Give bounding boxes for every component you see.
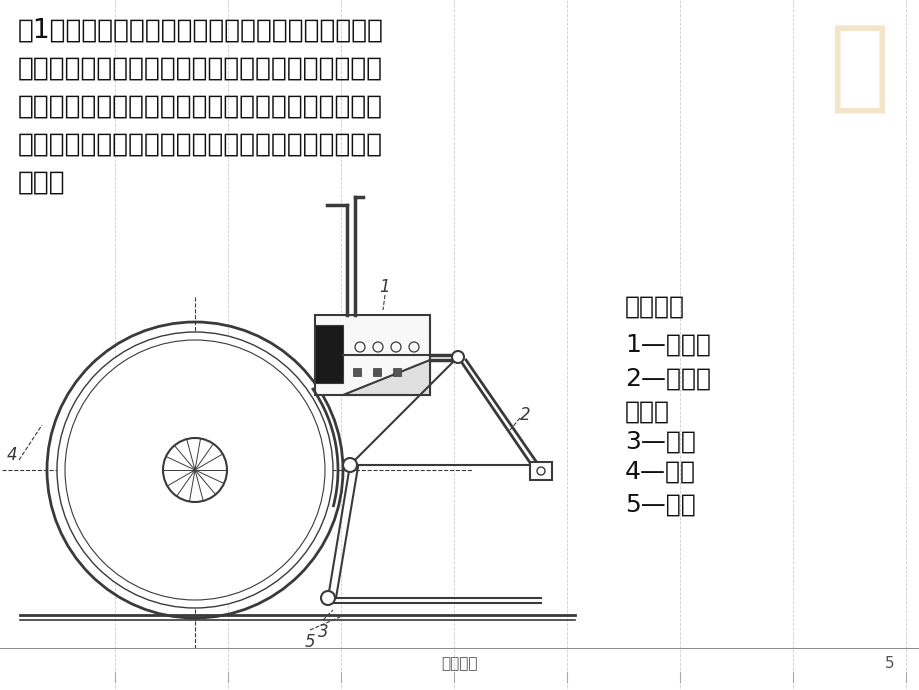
Text: 4: 4 [6, 446, 17, 464]
Circle shape [321, 591, 335, 605]
Circle shape [451, 351, 463, 363]
Text: 5—钉轨: 5—钉轨 [624, 493, 695, 517]
Text: 2—基础制: 2—基础制 [624, 367, 710, 391]
Bar [372, 368, 380, 376]
Bar [314, 325, 343, 383]
Text: 2: 2 [519, 406, 530, 424]
Text: 动装置: 动装置 [624, 400, 669, 424]
Text: 5: 5 [304, 633, 315, 651]
Circle shape [163, 438, 227, 502]
Bar [392, 368, 401, 376]
Text: 赛: 赛 [829, 20, 889, 117]
Circle shape [537, 467, 544, 475]
Text: 3—闸瓦: 3—闸瓦 [624, 430, 695, 454]
Text: 间发生摩擦，电动车辆的动能大部分通过车轮和闸瓦: 间发生摩擦，电动车辆的动能大部分通过车轮和闸瓦 [18, 94, 382, 120]
Polygon shape [343, 360, 429, 395]
Bar [353, 368, 360, 376]
Circle shape [343, 458, 357, 472]
Text: 之间的摩擦变成热能，散发到空气中，而达到减速的: 之间的摩擦变成热能，散发到空气中，而达到减速的 [18, 132, 382, 158]
Circle shape [57, 332, 333, 608]
Text: 1—制动缸: 1—制动缸 [624, 333, 710, 357]
Text: 3: 3 [317, 623, 328, 641]
Text: 1: 1 [380, 278, 390, 296]
Text: 闸瓦制动: 闸瓦制动 [624, 295, 685, 319]
Text: 技术知识: 技术知识 [441, 656, 478, 671]
Text: （1）、闸瓦制动：又称为蹏面制功。它是最常用的: （1）、闸瓦制动：又称为蹏面制功。它是最常用的 [18, 18, 383, 44]
Bar [529, 462, 551, 480]
Text: 目的。: 目的。 [18, 170, 65, 196]
Text: 一种制动方式。制动时闸瓦压紧车轮，车轮和闸瓦之: 一种制动方式。制动时闸瓦压紧车轮，车轮和闸瓦之 [18, 56, 382, 82]
Text: 4—轮对: 4—轮对 [624, 460, 696, 484]
Text: 5: 5 [884, 656, 894, 671]
Bar [314, 315, 429, 395]
